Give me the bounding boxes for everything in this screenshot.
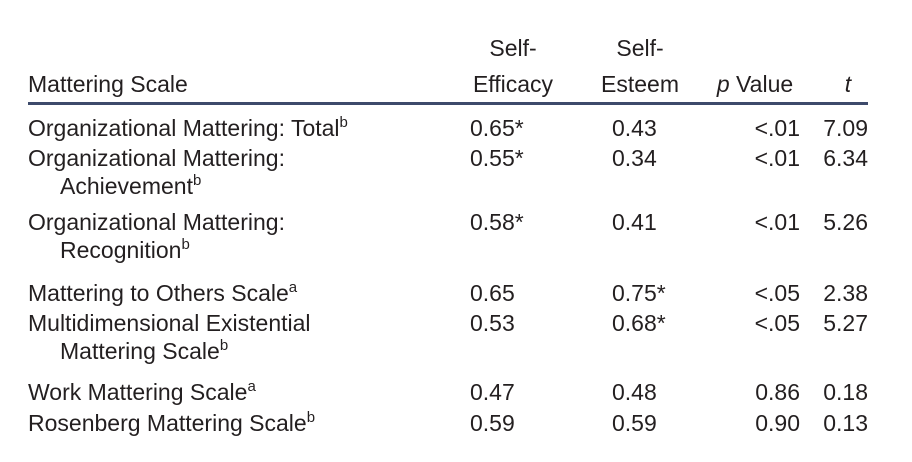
cell: 5.26 (823, 209, 868, 235)
cell: 0.41 (612, 209, 657, 235)
row-label: Rosenberg Mattering Scaleb (28, 409, 315, 437)
row-label-text: Mattering Scale (60, 338, 220, 364)
footnote-mark: a (288, 279, 298, 296)
cell: 0.75* (612, 280, 666, 306)
row-label-text: Multidimensional Existential (28, 310, 311, 336)
header-italic: p (716, 71, 730, 97)
header-italic: t (844, 71, 852, 97)
row-label: Achievementb (60, 172, 201, 200)
row-label-text: Mattering to Others Scale (28, 280, 289, 306)
cell: 0.13 (823, 410, 868, 436)
row-label: Work Mattering Scalea (28, 378, 256, 406)
row-label-text: Organizational Mattering: Total (28, 115, 340, 141)
cell: 0.48 (612, 379, 657, 405)
cell: 0.43 (612, 115, 657, 141)
footnote-mark: b (181, 236, 190, 253)
header-cell: Esteem (601, 71, 679, 97)
row-label-text: Rosenberg Mattering Scale (28, 410, 307, 436)
cell: 0.34 (612, 145, 657, 171)
footnote-mark: a (247, 378, 256, 395)
cell: 0.47 (470, 379, 515, 405)
row-label: Organizational Mattering: Totalb (28, 114, 348, 142)
cell: 0.58* (470, 209, 524, 235)
footnote-mark: b (192, 172, 202, 189)
cell: <.01 (754, 145, 800, 171)
row-label: Organizational Mattering: (28, 144, 285, 172)
cell: 0.55* (470, 145, 524, 171)
header-text: Value (736, 71, 794, 97)
cell: 0.53 (470, 310, 515, 336)
header-cell: t (845, 70, 851, 98)
row-label: Recognitionb (60, 236, 190, 264)
row-label-text: Achievement (60, 173, 193, 199)
cell: <.01 (754, 115, 800, 141)
cell: <.01 (754, 209, 800, 235)
row-label-text: Organizational Mattering: (28, 145, 285, 171)
row-label: Mattering to Others Scalea (28, 279, 297, 307)
cell: 2.38 (823, 280, 868, 306)
footnote-mark: b (339, 114, 348, 131)
cell: 0.65 (470, 280, 515, 306)
cell: 6.34 (823, 145, 868, 171)
row-label: Multidimensional Existential (28, 309, 311, 337)
cell: 5.27 (823, 310, 868, 336)
footnote-mark: b (306, 409, 316, 426)
cell: <.05 (754, 280, 800, 306)
cell: 7.09 (823, 115, 868, 141)
row-label-text: Work Mattering Scale (28, 379, 248, 405)
header-cell: Self- (489, 35, 537, 61)
row-label-text: Organizational Mattering: (28, 209, 285, 235)
cell: 0.59 (612, 410, 657, 436)
cell: 0.90 (755, 410, 800, 436)
header-cell: Self- (616, 35, 664, 61)
cell: <.05 (754, 310, 800, 336)
cell: 0.86 (755, 379, 800, 405)
cell: 0.18 (823, 379, 868, 405)
cell: 0.59 (470, 410, 515, 436)
cell: 0.68* (612, 310, 666, 336)
header-rule (28, 102, 868, 105)
row-label-text: Recognition (60, 237, 182, 263)
footnote-mark: b (219, 337, 229, 354)
row-label: Organizational Mattering: (28, 208, 285, 236)
row-label: Mattering Scaleb (60, 337, 228, 365)
header-cell: p Value (717, 70, 793, 98)
cell: 0.65* (470, 115, 524, 141)
header-cell: Mattering Scale (28, 71, 188, 97)
header-cell: Efficacy (472, 71, 554, 97)
